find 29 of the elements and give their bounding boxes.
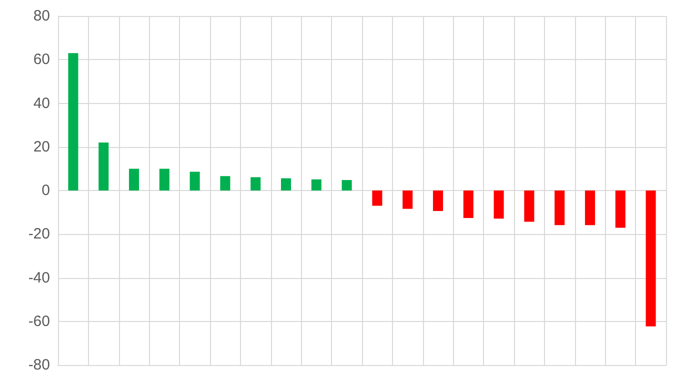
- bar: [311, 179, 322, 190]
- y-tick-label: 0: [42, 182, 50, 199]
- bar: [646, 190, 656, 326]
- bar: [554, 190, 565, 226]
- bar: [463, 190, 474, 218]
- bar: [342, 180, 352, 190]
- y-tick-label: 60: [33, 51, 50, 68]
- bar: [494, 190, 504, 219]
- bar: [524, 190, 534, 222]
- bar: [98, 142, 109, 190]
- bar: [68, 53, 78, 190]
- bar: [159, 168, 170, 190]
- bar: [615, 190, 626, 228]
- bar: [432, 190, 444, 212]
- bar: [280, 178, 292, 190]
- y-tick-label: 80: [33, 8, 50, 24]
- y-tick-label: 20: [33, 138, 50, 156]
- y-tick-label: -60: [28, 312, 50, 330]
- bar: [402, 190, 413, 209]
- y-tick-label: -20: [28, 226, 50, 243]
- bar: [128, 168, 140, 190]
- bar: [250, 177, 261, 190]
- bar: [220, 176, 230, 190]
- bar: [372, 190, 382, 206]
- bar: [190, 172, 200, 190]
- y-tick-label: -80: [28, 356, 50, 374]
- y-tick-label: -40: [28, 269, 50, 286]
- bar: [584, 190, 596, 226]
- y-tick-label: 40: [33, 94, 50, 112]
